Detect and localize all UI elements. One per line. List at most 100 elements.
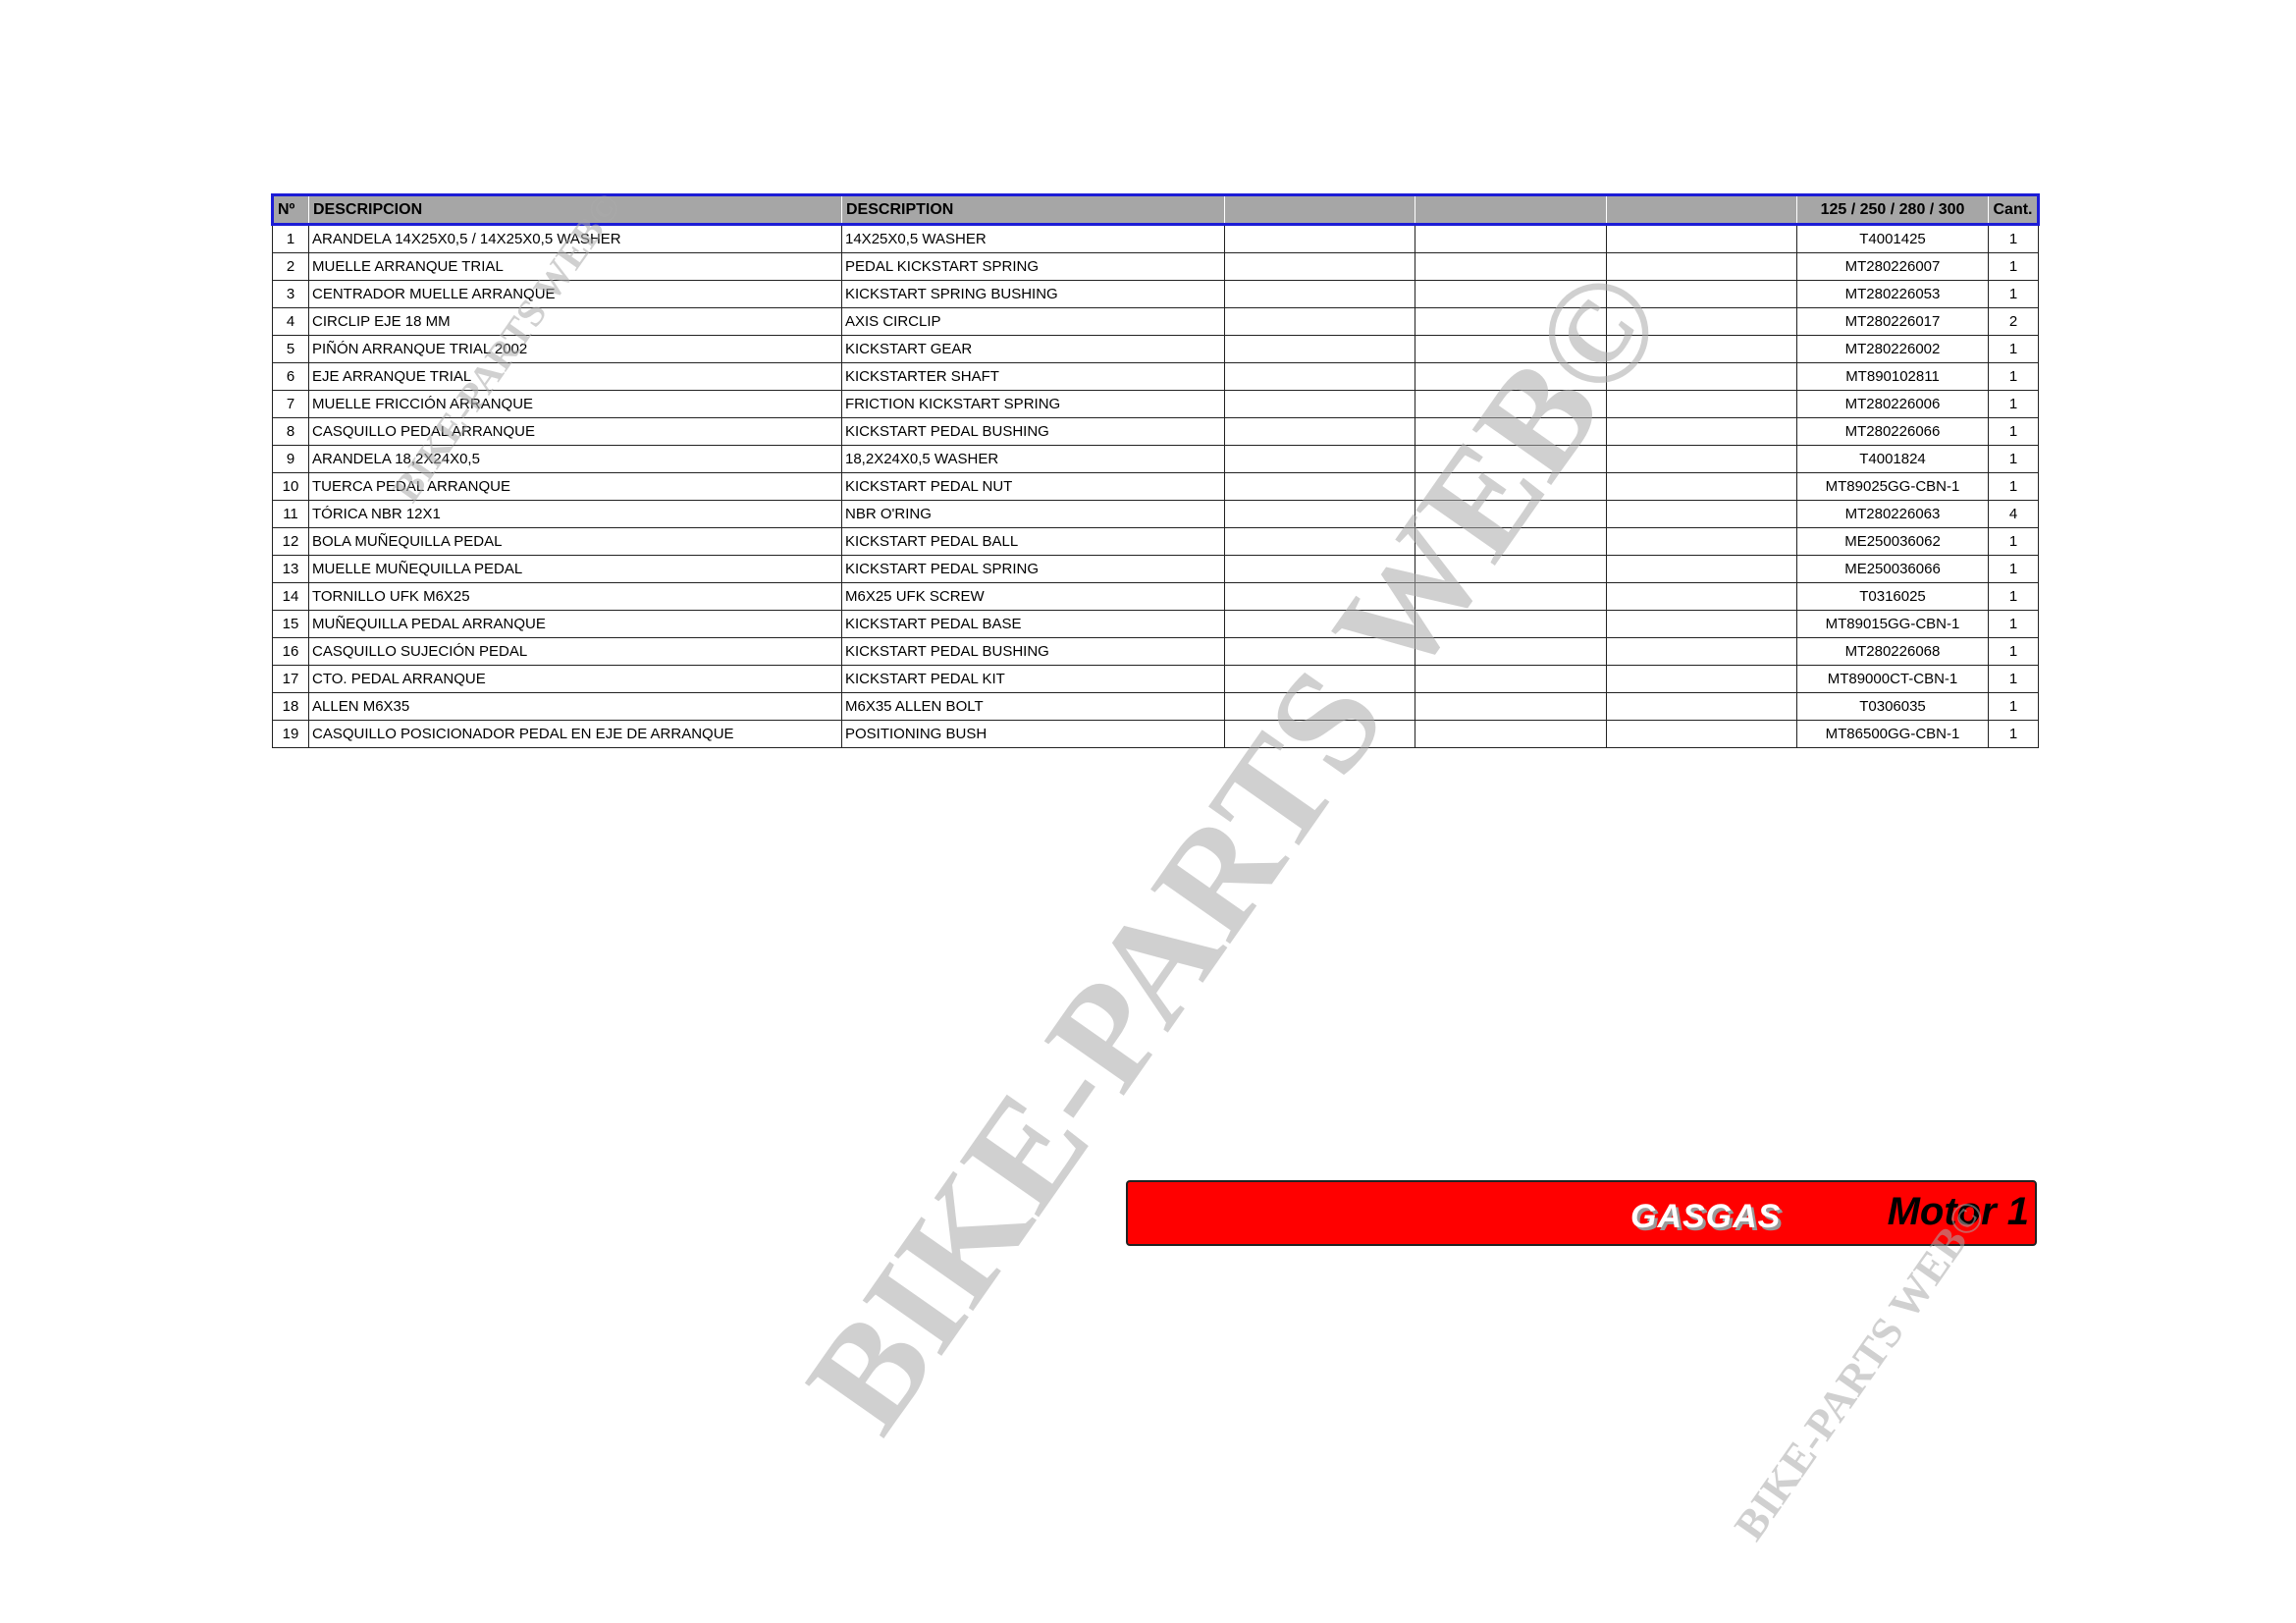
cell-description: M6X25 UFK SCREW: [841, 582, 1225, 611]
cell-quantity: 1: [1988, 720, 2039, 748]
table-row: 10 TUERCA PEDAL ARRANQUE KICKSTART PEDAL N…: [272, 472, 2039, 501]
cell-empty: [1415, 555, 1607, 583]
cell-quantity: 1: [1988, 445, 2039, 473]
table-row: 2 MUELLE ARRANQUE TRIAL PEDAL KICKSTART SP…: [272, 252, 2039, 281]
row-number: 2: [272, 252, 309, 281]
cell-descripcion: ALLEN M6X35: [308, 692, 842, 721]
cell-empty: [1606, 692, 1797, 721]
cell-part-code: MT280226007: [1796, 252, 1989, 281]
row-number: 7: [272, 390, 309, 418]
cell-empty: [1606, 307, 1797, 336]
cell-empty: [1224, 720, 1415, 748]
cell-descripcion: CIRCLIP EJE 18 MM: [308, 307, 842, 336]
cell-quantity: 1: [1988, 335, 2039, 363]
cell-quantity: 1: [1988, 692, 2039, 721]
cell-description: KICKSTART GEAR: [841, 335, 1225, 363]
cell-empty: [1415, 280, 1607, 308]
cell-empty: [1224, 637, 1415, 666]
column-header: 125 / 250 / 280 / 300: [1796, 193, 1989, 226]
row-number: 4: [272, 307, 309, 336]
cell-part-code: ME250036062: [1796, 527, 1989, 556]
row-number: 18: [272, 692, 309, 721]
cell-part-code: MT890102811: [1796, 362, 1989, 391]
table-row: 12 BOLA MUÑEQUILLA PEDAL KICKSTART PEDAL B…: [272, 527, 2039, 556]
row-number: 12: [272, 527, 309, 556]
table-row: 8 CASQUILLO PEDAL ARRANQUE KICKSTART PEDAL…: [272, 417, 2039, 446]
cell-quantity: 1: [1988, 472, 2039, 501]
cell-quantity: 2: [1988, 307, 2039, 336]
cell-empty: [1415, 582, 1607, 611]
cell-empty: [1606, 527, 1797, 556]
cell-part-code: ME250036066: [1796, 555, 1989, 583]
table-header: Nº DESCRIPCION DESCRIPTION 125 / 250 / 280 …: [271, 193, 2040, 226]
cell-empty: [1415, 335, 1607, 363]
gasgas-logo: GASGAS: [1630, 1198, 1782, 1235]
cell-part-code: MT89025GG-CBN-1: [1796, 472, 1989, 501]
cell-descripcion: ARANDELA 18,2X24X0,5: [308, 445, 842, 473]
cell-empty: [1415, 472, 1607, 501]
row-number: 17: [272, 665, 309, 693]
cell-empty: [1415, 417, 1607, 446]
cell-empty: [1415, 390, 1607, 418]
cell-empty: [1415, 527, 1607, 556]
row-number: 1: [272, 224, 309, 253]
table-row: 14 TORNILLO UFK M6X25 M6X25 UFK SCREW T0316…: [272, 582, 2039, 611]
cell-empty: [1606, 417, 1797, 446]
cell-part-code: MT280226002: [1796, 335, 1989, 363]
cell-description: NBR O'RING: [841, 500, 1225, 528]
cell-empty: [1606, 335, 1797, 363]
cell-description: KICKSTART PEDAL BASE: [841, 610, 1225, 638]
column-header: Nº: [271, 193, 309, 226]
cell-description: KICKSTART PEDAL BUSHING: [841, 417, 1225, 446]
cell-description: KICKSTART PEDAL NUT: [841, 472, 1225, 501]
cell-description: 14X25X0,5 WASHER: [841, 224, 1225, 253]
cell-quantity: 1: [1988, 417, 2039, 446]
cell-empty: [1606, 637, 1797, 666]
cell-description: M6X35 ALLEN BOLT: [841, 692, 1225, 721]
column-header: DESCRIPTION: [841, 193, 1225, 226]
table-row: 4 CIRCLIP EJE 18 MM AXIS CIRCLIP MT28022601…: [272, 307, 2039, 336]
cell-empty: [1224, 224, 1415, 253]
cell-descripcion: ARANDELA 14X25X0,5 / 14X25X0,5 WASHER: [308, 224, 842, 253]
cell-description: POSITIONING BUSH: [841, 720, 1225, 748]
cell-empty: [1415, 500, 1607, 528]
row-number: 10: [272, 472, 309, 501]
cell-quantity: 1: [1988, 390, 2039, 418]
cell-part-code: MT280226068: [1796, 637, 1989, 666]
cell-empty: [1224, 390, 1415, 418]
cell-description: KICKSTART PEDAL BUSHING: [841, 637, 1225, 666]
section-banner: GASGAS Motor 1: [1126, 1180, 2037, 1246]
table-row: 16 CASQUILLO SUJECIÓN PEDAL KICKSTART PEDA…: [272, 637, 2039, 666]
cell-quantity: 1: [1988, 582, 2039, 611]
row-number: 8: [272, 417, 309, 446]
cell-empty: [1224, 362, 1415, 391]
cell-empty: [1606, 390, 1797, 418]
table-row: 6 EJE ARRANQUE TRIAL KICKSTARTER SHAFT MT89…: [272, 362, 2039, 391]
cell-part-code: T4001824: [1796, 445, 1989, 473]
column-header: Cant.: [1988, 193, 2040, 226]
cell-empty: [1224, 692, 1415, 721]
cell-empty: [1224, 527, 1415, 556]
cell-empty: [1224, 472, 1415, 501]
table-row: 13 MUELLE MUÑEQUILLA PEDAL KICKSTART PEDAL…: [272, 555, 2039, 583]
cell-quantity: 1: [1988, 610, 2039, 638]
cell-part-code: MT280226063: [1796, 500, 1989, 528]
cell-descripcion: CASQUILLO POSICIONADOR PEDAL EN EJE DE A…: [308, 720, 842, 748]
cell-empty: [1606, 500, 1797, 528]
table-row: 7 MUELLE FRICCIÓN ARRANQUE FRICTION KICKST…: [272, 390, 2039, 418]
cell-empty: [1224, 445, 1415, 473]
column-header: [1415, 193, 1607, 226]
cell-empty: [1224, 335, 1415, 363]
section-title: Motor 1: [1887, 1190, 2029, 1233]
cell-description: 18,2X24X0,5 WASHER: [841, 445, 1225, 473]
cell-descripcion: CTO. PEDAL ARRANQUE: [308, 665, 842, 693]
cell-descripcion: EJE ARRANQUE TRIAL: [308, 362, 842, 391]
cell-empty: [1224, 252, 1415, 281]
cell-description: AXIS CIRCLIP: [841, 307, 1225, 336]
cell-part-code: MT280226066: [1796, 417, 1989, 446]
cell-quantity: 1: [1988, 637, 2039, 666]
table-row: 11 TÓRICA NBR 12X1 NBR O'RING MT280226063 4: [272, 500, 2039, 528]
cell-descripcion: TORNILLO UFK M6X25: [308, 582, 842, 611]
cell-description: KICKSTART PEDAL KIT: [841, 665, 1225, 693]
cell-part-code: MT89015GG-CBN-1: [1796, 610, 1989, 638]
